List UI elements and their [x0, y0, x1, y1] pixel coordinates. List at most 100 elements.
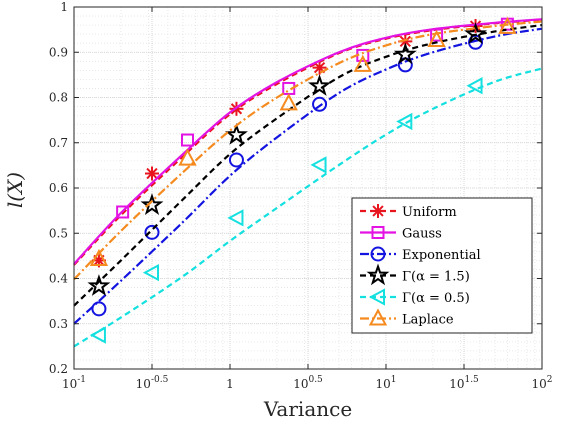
series-line [73, 18, 543, 265]
marker-shape [466, 77, 483, 95]
legend-label: Uniform [402, 205, 457, 220]
marker-shape [368, 308, 388, 326]
legend-marker [371, 226, 385, 239]
marker-shape [427, 29, 446, 48]
legend-entry: Γ(α = 0.5) [360, 288, 470, 306]
y-tick-label: 0.7 [49, 136, 68, 150]
data-point [498, 16, 517, 34]
marker-shape [87, 274, 111, 296]
legend-entry: Γ(α = 1.5) [360, 263, 470, 286]
data-point [464, 22, 488, 44]
marker-shape [178, 148, 197, 166]
data-point [279, 93, 298, 111]
marker-shape [144, 224, 160, 240]
data-point [310, 156, 327, 174]
marker-shape [368, 288, 385, 306]
legend-label: Γ(α = 0.5) [402, 291, 470, 306]
data-point [89, 248, 109, 267]
legend-marker [371, 204, 385, 218]
marker-shape [308, 74, 332, 96]
series-3 [73, 22, 543, 307]
x-tick-label: 1 [226, 377, 234, 391]
legend-entry: Laplace [360, 308, 454, 328]
legend: Uniform Gauss Exponential Γ(α = 1.5) Γ(α = 0… [351, 197, 533, 334]
legend-marker [368, 288, 385, 306]
x-axis-label: Variance [263, 397, 352, 421]
marker-shape [225, 123, 248, 145]
marker-stroke [372, 205, 384, 217]
series-line [73, 67, 543, 348]
series-line [73, 27, 543, 325]
marker-shape [142, 263, 159, 282]
data-point [180, 133, 194, 147]
marker-shape [227, 209, 244, 227]
legend-label: Exponential [402, 248, 481, 263]
data-point [91, 301, 107, 317]
legend-marker [370, 246, 386, 262]
data-point [308, 74, 332, 96]
x-tick-label: 102 [531, 375, 552, 391]
data-point [87, 274, 111, 296]
y-tick-label: 0.3 [49, 317, 68, 331]
series-line [73, 20, 543, 281]
marker-shape [89, 326, 106, 344]
marker-shape [310, 156, 327, 174]
y-tick-label: 0.5 [49, 226, 68, 240]
data-point [430, 28, 444, 42]
legend-box [351, 197, 533, 334]
marker-shape [180, 133, 194, 147]
marker-shape [430, 28, 444, 42]
axes: 10-1 10-0.5 1 100.5 101 101.5 102 0.2 0.3 0.4 0.5 0… [49, 0, 553, 391]
data-point [144, 224, 160, 240]
legend-label: Gauss [402, 227, 442, 242]
marker-shape [353, 54, 372, 72]
y-tick-label: 0.8 [49, 91, 68, 105]
legend-label: Laplace [402, 313, 454, 328]
marker-shape [89, 248, 109, 267]
y-tick-label: 1 [60, 0, 68, 14]
y-tick-label: 0.4 [49, 272, 68, 286]
marker-shape [464, 22, 488, 44]
legend-entry: Uniform [360, 204, 457, 220]
legend-marker [368, 308, 388, 326]
marker-shape [393, 42, 417, 65]
data-point [353, 54, 372, 72]
data-point [312, 96, 328, 112]
data-point [227, 209, 244, 227]
y-tick-label: 0.2 [49, 362, 68, 376]
marker-shape [370, 246, 386, 262]
marker-shape [396, 112, 413, 131]
marker-stroke [399, 35, 411, 48]
marker-shape [366, 263, 390, 286]
data-point [178, 148, 197, 166]
data-point [89, 326, 106, 344]
x-tick-label: 100.5 [293, 375, 323, 391]
data-point [144, 166, 159, 181]
legend-label: Γ(α = 1.5) [402, 270, 470, 285]
data-point [228, 152, 244, 168]
data-point [393, 42, 417, 65]
marker-shape [228, 152, 244, 168]
data-point [225, 123, 248, 145]
data-point [396, 112, 413, 131]
marker-shape [116, 205, 130, 219]
data-point [116, 205, 130, 219]
x-tick-label: 10-0.5 [136, 375, 169, 391]
series-2 [73, 27, 543, 325]
marker-stroke [313, 61, 326, 74]
data-point [140, 193, 164, 215]
marker-shape [371, 226, 385, 239]
y-tick-label: 0.6 [49, 181, 68, 195]
x-tick-label: 101.5 [449, 375, 479, 391]
legend-entry: Gauss [360, 226, 442, 242]
series-5 [73, 16, 543, 281]
legend-entry: Exponential [360, 246, 481, 263]
marker-shape [498, 16, 517, 34]
x-tick-label: 101 [375, 375, 396, 391]
y-axis-label: l(X) [3, 172, 27, 208]
series-layer [73, 16, 543, 348]
marker-stroke [146, 167, 158, 180]
legend-marker [366, 263, 390, 286]
series-4 [73, 67, 543, 348]
